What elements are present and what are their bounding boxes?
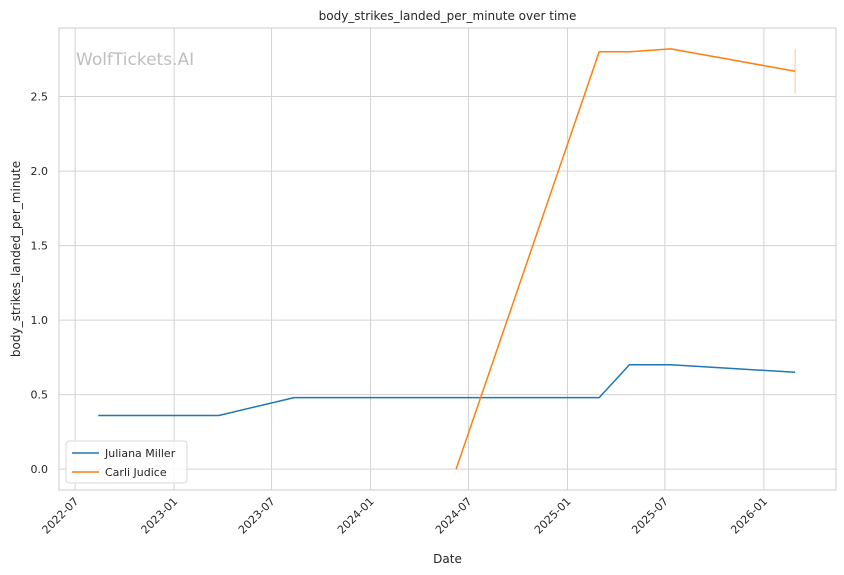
x-tick-label: 2025-07 — [629, 495, 671, 537]
x-tick-label: 2026-01 — [728, 495, 770, 537]
legend-label: Juliana Miller — [104, 447, 176, 460]
watermark-text: WolfTickets.AI — [76, 50, 194, 70]
x-tick-label: 2022-07 — [40, 495, 82, 537]
plot-frame — [58, 27, 837, 491]
chart-title: body_strikes_landed_per_minute over time — [319, 9, 577, 23]
y-tick-label: 0.5 — [31, 389, 49, 402]
y-axis-title: body_strikes_landed_per_minute — [9, 161, 23, 357]
y-tick-label: 2.5 — [31, 91, 49, 104]
series-line-1 — [455, 48, 796, 470]
x-tick-label: 2025-01 — [532, 495, 574, 537]
y-tick-label: 1.5 — [31, 240, 49, 253]
series-line-0 — [98, 364, 796, 417]
x-tick-label: 2023-07 — [236, 495, 278, 537]
x-tick-label: 2024-01 — [335, 495, 377, 537]
x-tick-label: 2024-07 — [433, 495, 475, 537]
series-layer — [98, 48, 796, 470]
legend: Juliana Miller Carli Judice — [65, 440, 188, 484]
x-tick-label: 2023-01 — [139, 495, 181, 537]
legend-items: Juliana Miller Carli Judice — [72, 447, 176, 479]
y-tick-label: 0.0 — [31, 463, 49, 476]
x-tick-labels: 2022-07 2023-01 2023-07 2024-01 2024-07 2025-… — [40, 495, 770, 537]
y-tick-labels: 0.0 0.5 1.0 1.5 2.0 2.5 — [31, 91, 49, 477]
y-tick-label: 2.0 — [31, 165, 49, 178]
legend-label: Carli Judice — [105, 466, 167, 479]
y-tick-label: 1.0 — [31, 314, 49, 327]
grid-layer — [59, 28, 836, 490]
x-axis-title: Date — [433, 552, 462, 566]
